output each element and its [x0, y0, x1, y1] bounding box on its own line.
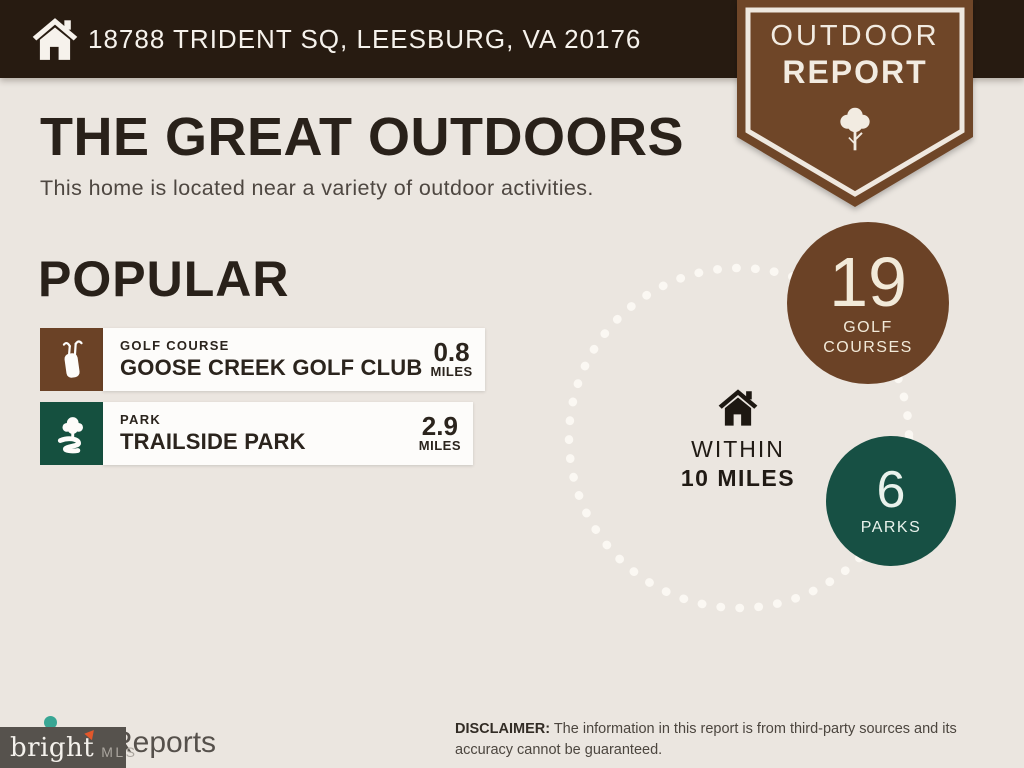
item-name: TRAILSIDE PARK: [120, 429, 306, 454]
reports-logo-dot: [44, 716, 57, 729]
ribbon-line1: OUTDOOR: [770, 20, 940, 52]
list-item-park: PARK TRAILSIDE PARK 2.9 MILES: [40, 402, 473, 465]
ribbon-line2: REPORT: [782, 54, 928, 90]
page-subtitle: This home is located near a variety of o…: [40, 176, 594, 200]
within-label: WITHIN: [691, 436, 785, 462]
list-item-golf-course: GOLF COURSE GOOSE CREEK GOLF CLUB 0.8 MI…: [40, 328, 485, 391]
reports-wordmark: Reports: [111, 726, 217, 759]
item-category: PARK: [120, 412, 162, 427]
outdoor-report-ribbon: [737, 0, 973, 207]
brand-suffix: MLS: [101, 744, 138, 760]
ribbon-title: OUTDOOR REPORT: [735, 0, 975, 91]
disclaimer: DISCLAIMER: The information in this repo…: [455, 719, 995, 761]
item-category: GOLF COURSE: [120, 338, 230, 353]
stat-label: PARKS: [860, 518, 922, 536]
property-address: 18788 TRIDENT SQ, LEESBURG, VA 20176: [88, 24, 642, 54]
home-icon: [32, 18, 78, 60]
parks-stat: 6 PARKS: [826, 436, 956, 566]
golf-courses-stat: 19 GOLF COURSES: [787, 222, 949, 384]
item-distance: 2.9 MILES: [418, 411, 461, 453]
item-distance: 0.8 MILES: [430, 337, 473, 379]
radius-label: 10 MILES: [680, 465, 796, 491]
golf-bag-icon: [40, 328, 103, 391]
stat-value: 6: [876, 460, 906, 519]
park-tree-icon: [40, 402, 103, 465]
disclaimer-label: DISCLAIMER:: [455, 721, 551, 737]
disclaimer-text: The information in this report is from t…: [455, 721, 957, 759]
page-title: THE GREAT OUTDOORS: [40, 107, 685, 167]
tree-icon: [840, 107, 870, 151]
within-radius-block: WITHIN 10 MILES: [650, 389, 826, 492]
brand-name: bright: [10, 726, 98, 763]
item-name: GOOSE CREEK GOLF CLUB: [120, 355, 423, 380]
stat-value: 19: [829, 243, 907, 322]
popular-list: GOLF COURSE GOOSE CREEK GOLF CLUB 0.8 MI…: [40, 328, 485, 476]
popular-heading: POPULAR: [38, 251, 290, 307]
bright-mls-logo: bright MLS: [0, 726, 135, 768]
stat-label: GOLF COURSES: [823, 319, 913, 356]
home-center-icon: [718, 389, 758, 426]
